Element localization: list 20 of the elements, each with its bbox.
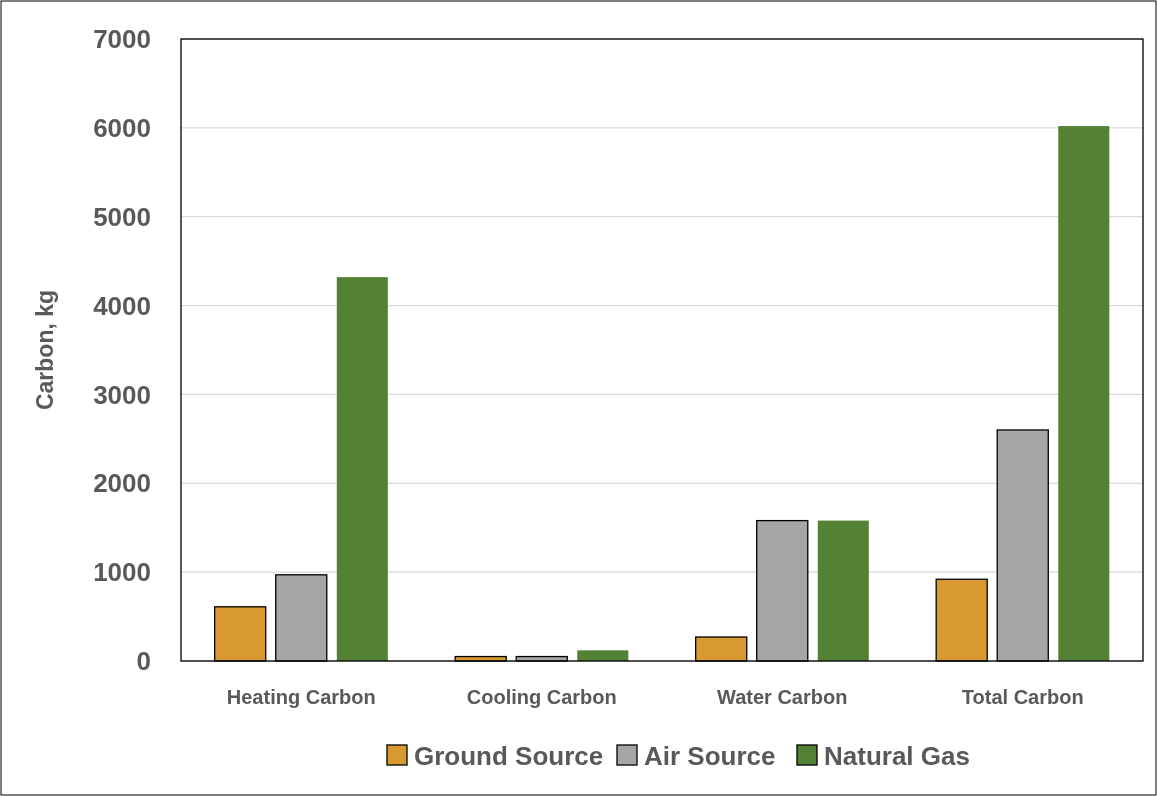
legend-label: Air Source [644, 741, 776, 772]
y-tick-label: 7000 [93, 24, 151, 55]
x-tick-label: Water Carbon [717, 686, 848, 708]
bar [577, 650, 629, 661]
y-tick-label: 4000 [93, 290, 151, 321]
y-tick-label: 0 [136, 646, 151, 677]
y-tick-label: 6000 [93, 112, 151, 143]
bar [336, 277, 388, 661]
y-tick-label: 1000 [93, 557, 151, 588]
legend-label: Natural Gas [824, 741, 970, 772]
x-tick-label: Cooling Carbon [466, 686, 617, 708]
y-tick-label: 2000 [93, 468, 151, 499]
legend-label: Ground Source [414, 741, 604, 772]
y-tick-label: 3000 [93, 379, 151, 410]
y-tick-label: 5000 [93, 201, 151, 232]
bar [1058, 126, 1110, 661]
bar [817, 520, 869, 661]
x-tick-label: Total Carbon [961, 686, 1084, 708]
y-axis-title: Carbon, kg [32, 289, 58, 411]
x-tick-label: Heating Carbon [226, 686, 376, 708]
